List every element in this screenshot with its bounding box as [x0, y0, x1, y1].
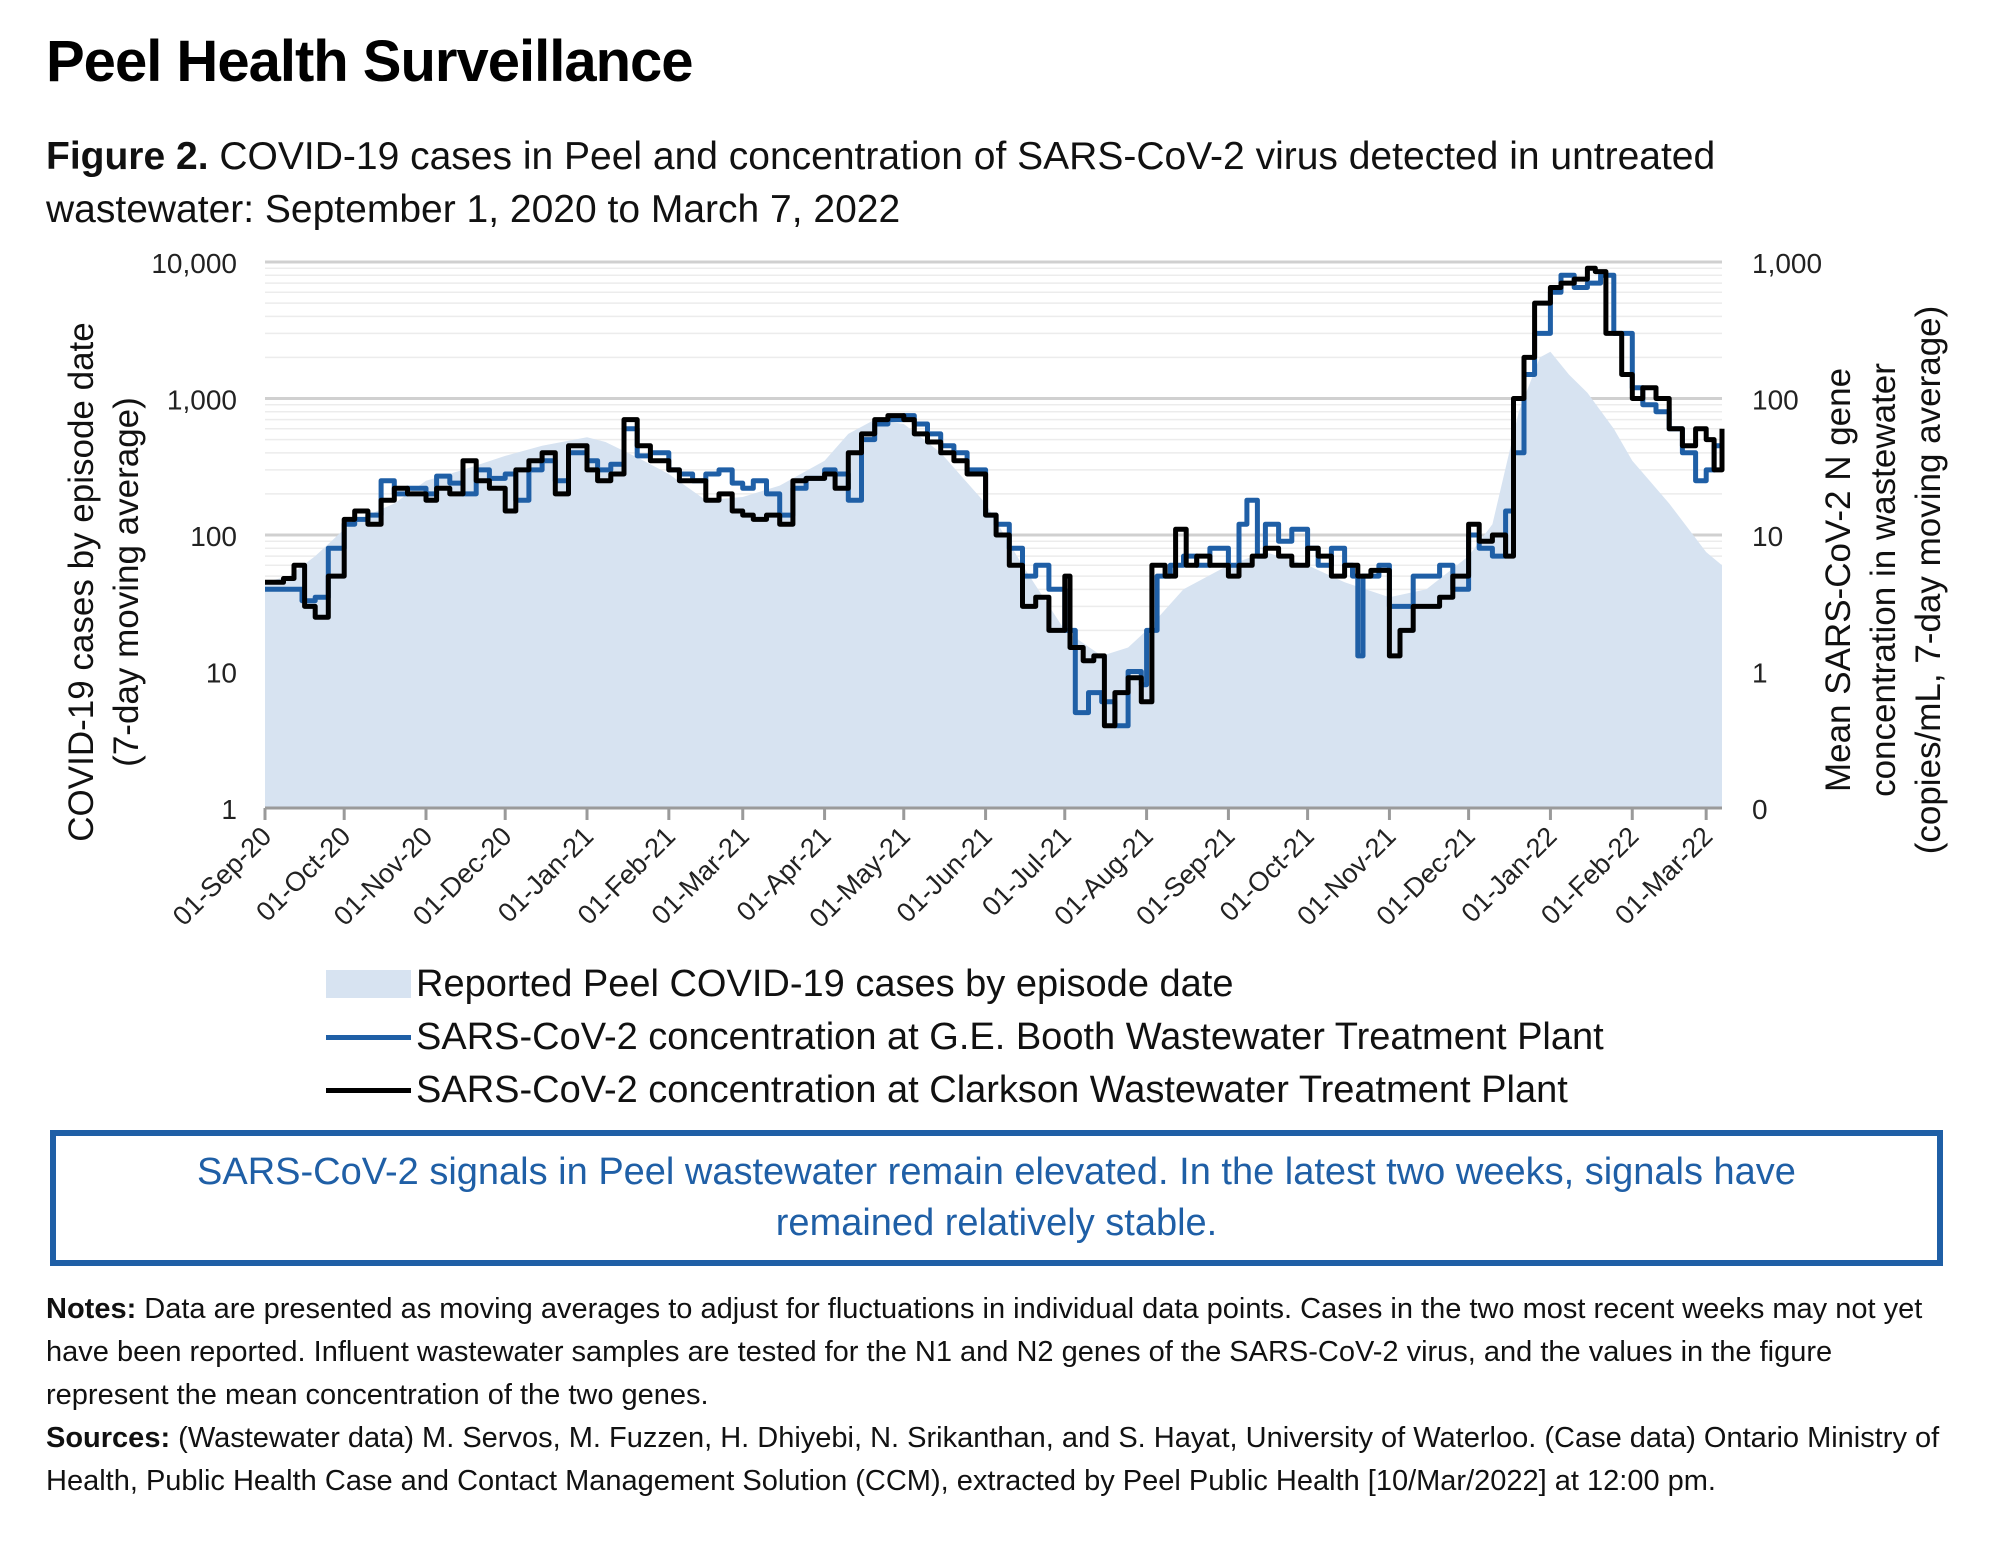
y-left-tick-label: 1,000 — [167, 385, 237, 416]
sources-text: (Wastewater data) M. Servos, M. Fuzzen, … — [46, 1422, 1940, 1497]
legend-swatch-cases — [326, 970, 411, 998]
sources-paragraph: Sources: (Wastewater data) M. Servos, M.… — [46, 1417, 1946, 1503]
notes-text: Data are presented as moving averages to… — [46, 1293, 1923, 1411]
figure-label: Figure 2. — [46, 135, 209, 178]
notes-section: Notes: Data are presented as moving aver… — [46, 1288, 1946, 1503]
concentration-lines-layer — [265, 265, 1725, 729]
key-message-box: SARS-CoV-2 signals in Peel wastewater re… — [50, 1130, 1943, 1266]
chart: 1101001,00010,00001101001,00001-Sep-2001… — [62, 248, 1948, 934]
y-left-tick-label: 100 — [190, 521, 237, 552]
y-left-tick-label: 10 — [206, 658, 237, 689]
key-message-text: SARS-CoV-2 signals in Peel wastewater re… — [197, 1151, 1796, 1244]
page-title: Peel Health Surveillance — [46, 29, 694, 94]
y-left-tick-label: 10,000 — [151, 248, 237, 279]
y-right-axis-label-line1: Mean SARS-CoV-2 N gene — [1819, 368, 1858, 792]
legend-label-clarkson: SARS-CoV-2 concentration at Clarkson Was… — [416, 1069, 1568, 1111]
legend-label-booth: SARS-CoV-2 concentration at G.E. Booth W… — [416, 1016, 1604, 1058]
legend-swatch-clarkson — [326, 1088, 411, 1093]
clarkson-line — [265, 265, 1725, 729]
cases-area-layer — [265, 351, 1722, 808]
cases-area — [265, 351, 1722, 808]
y-left-axis-label-line1: COVID-19 cases by episode date — [62, 322, 101, 841]
y-right-tick-label: 1,000 — [1752, 248, 1822, 279]
booth-line — [265, 272, 1725, 729]
legend-label-cases: Reported Peel COVID-19 cases by episode … — [416, 963, 1234, 1005]
notes-paragraph: Notes: Data are presented as moving aver… — [46, 1288, 1946, 1417]
y-right-tick-label: 100 — [1752, 385, 1799, 416]
y-right-tick-label: 1 — [1752, 658, 1768, 689]
legend-swatch-booth — [326, 1035, 411, 1040]
y-left-tick-label: 1 — [221, 794, 237, 825]
y-right-tick-label: 10 — [1752, 521, 1783, 552]
sources-label: Sources: — [46, 1422, 171, 1454]
figure-caption: Figure 2. COVID-19 cases in Peel and con… — [46, 130, 1926, 236]
y-right-axis-label-line2: concentration in wastewater — [1864, 363, 1903, 797]
figure-caption-text: COVID-19 cases in Peel and concentration… — [46, 135, 1716, 231]
y-right-tick-label: 0 — [1752, 794, 1768, 825]
notes-label: Notes: — [46, 1293, 137, 1325]
y-left-axis-label-line2: (7-day moving average) — [107, 397, 146, 767]
y-right-axis-label-line3: (copies/mL, 7-day moving average) — [1909, 306, 1948, 855]
